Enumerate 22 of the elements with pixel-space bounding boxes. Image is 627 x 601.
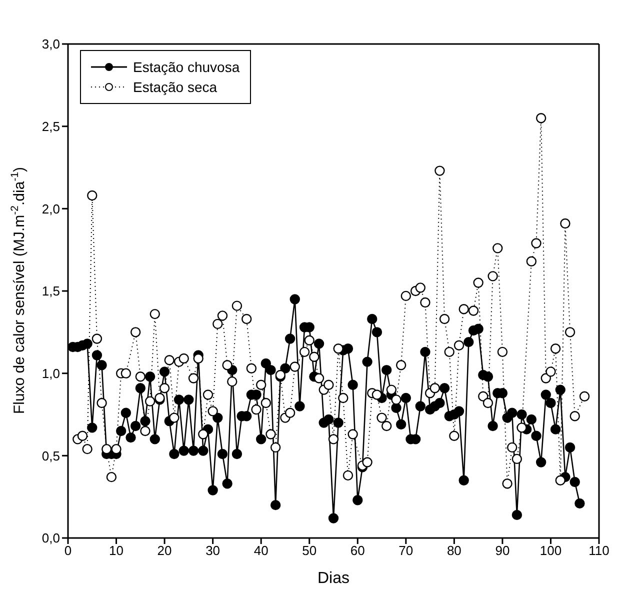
x-tick-label: 40 [254,543,268,558]
y-tick-label: 2,5 [42,118,60,134]
y-tick-label: 3,0 [42,36,60,52]
x-tick-label: 0 [64,543,72,558]
x-tick-label: 70 [398,543,414,558]
x-tick-label: 100 [540,543,562,558]
x-tick-label: 90 [495,543,510,558]
x-tick-label: 110 [588,543,610,558]
y-tick-label: 0,0 [42,530,60,546]
y-tick-label: 1,5 [42,284,60,299]
x-tick-label: 10 [109,543,124,558]
x-tick-label: 20 [157,543,172,558]
x-axis-title: Dias [317,570,350,587]
y-tick-label: 2,0 [42,201,60,216]
x-tick-label: 80 [446,543,462,558]
legend-label: Estação chuvosa [133,58,240,77]
y-tick-label: 1,0 [42,366,60,381]
legend-label: Estação seca [133,78,218,97]
x-tick-label: 50 [302,543,317,558]
x-tick-label: 60 [350,543,365,558]
y-tick-label: 0,5 [42,448,60,464]
x-tick-label: 30 [206,543,220,558]
